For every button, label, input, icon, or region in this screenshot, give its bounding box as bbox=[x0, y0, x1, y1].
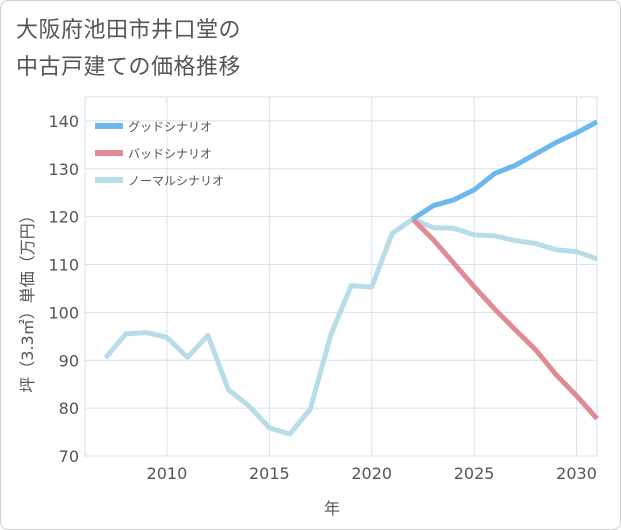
x-tick-label: 2015 bbox=[249, 464, 290, 483]
y-tick-label: 140 bbox=[48, 112, 79, 131]
y-tick-label: 130 bbox=[48, 160, 79, 179]
y-axis-label: 坪（3.3㎡）単価（万円） bbox=[18, 207, 37, 392]
x-tick-label: 2030 bbox=[556, 464, 597, 483]
chart-title-line-2: 中古戸建ての価格推移 bbox=[16, 55, 242, 80]
y-tick-label: 80 bbox=[59, 399, 79, 418]
chart-title: 大阪府池田市井口堂の 中古戸建ての価格推移 bbox=[16, 12, 241, 86]
y-tick-label: 100 bbox=[48, 303, 79, 322]
legend-label-1: バッドシナリオ bbox=[128, 147, 212, 161]
legend-label-0: グッドシナリオ bbox=[128, 120, 212, 134]
series-line-2 bbox=[103, 216, 598, 437]
y-tick-label: 90 bbox=[59, 351, 79, 370]
x-tick-label: 2010 bbox=[147, 464, 188, 483]
axis-ticks: 70 80 90 100 110 120 130 140 2010 2015 2020 2025 203… bbox=[48, 112, 596, 483]
series-lines bbox=[103, 119, 599, 437]
x-axis-label: 年 bbox=[324, 499, 340, 518]
y-tick-label: 120 bbox=[48, 208, 79, 227]
x-tick-label: 2025 bbox=[454, 464, 495, 483]
y-tick-label: 70 bbox=[59, 447, 79, 466]
x-tick-label: 2020 bbox=[351, 464, 392, 483]
legend-label-2: ノーマルシナリオ bbox=[128, 174, 224, 188]
chart-title-line-1: 大阪府池田市井口堂の bbox=[16, 18, 242, 43]
series-line-0 bbox=[411, 119, 599, 222]
y-tick-label: 110 bbox=[48, 256, 79, 275]
series-line-1 bbox=[410, 217, 599, 421]
